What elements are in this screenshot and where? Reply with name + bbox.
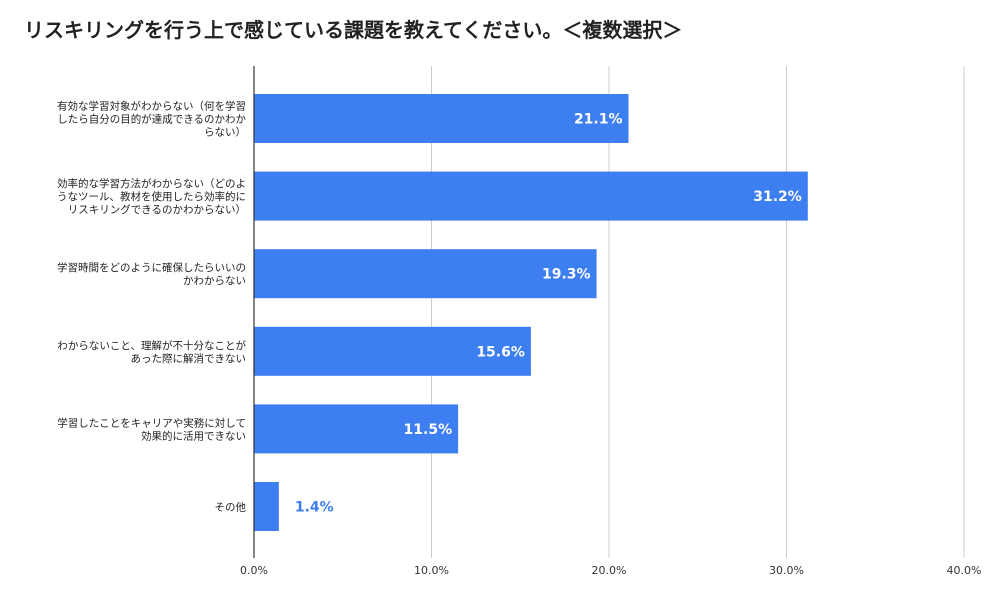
bar <box>254 94 629 143</box>
x-tick-label: 30.0% <box>769 564 804 577</box>
bar <box>254 404 459 454</box>
x-tick-label: 20.0% <box>592 564 627 577</box>
data-label: 21.1% <box>574 112 623 128</box>
x-tick-label: 0.0% <box>240 564 268 577</box>
category-label: 学習したことをキャリアや実務に対して効果的に活用できない <box>57 416 246 442</box>
bar <box>254 249 597 299</box>
chart-title: リスキリングを行う上で感じている課題を教えてください。＜複数選択＞ <box>24 18 683 42</box>
data-label: 15.6% <box>476 344 525 360</box>
bar <box>254 482 279 531</box>
data-label: 19.3% <box>542 267 591 283</box>
data-label: 11.5% <box>404 422 453 438</box>
data-label: 1.4% <box>295 500 334 516</box>
data-label: 31.2% <box>753 189 802 205</box>
bar <box>254 171 808 221</box>
category-label: 有効な学習対象がわからない（何を学習したら自分の目的が達成できるのかわからない） <box>57 100 246 139</box>
category-label: 効率的な学習方法がわからない（どのようなツール、教材を使用したら効率的にリスキリ… <box>57 177 246 216</box>
category-label: その他 <box>215 501 247 514</box>
x-tick-label: 10.0% <box>414 564 449 577</box>
category-label: 学習時間をどのように確保したらいいのかわからない <box>57 261 246 287</box>
bar <box>254 326 531 376</box>
x-tick-label: 40.0% <box>947 564 982 577</box>
category-label: わからないこと、理解が不十分なことがあった際に解消できない <box>57 339 246 365</box>
